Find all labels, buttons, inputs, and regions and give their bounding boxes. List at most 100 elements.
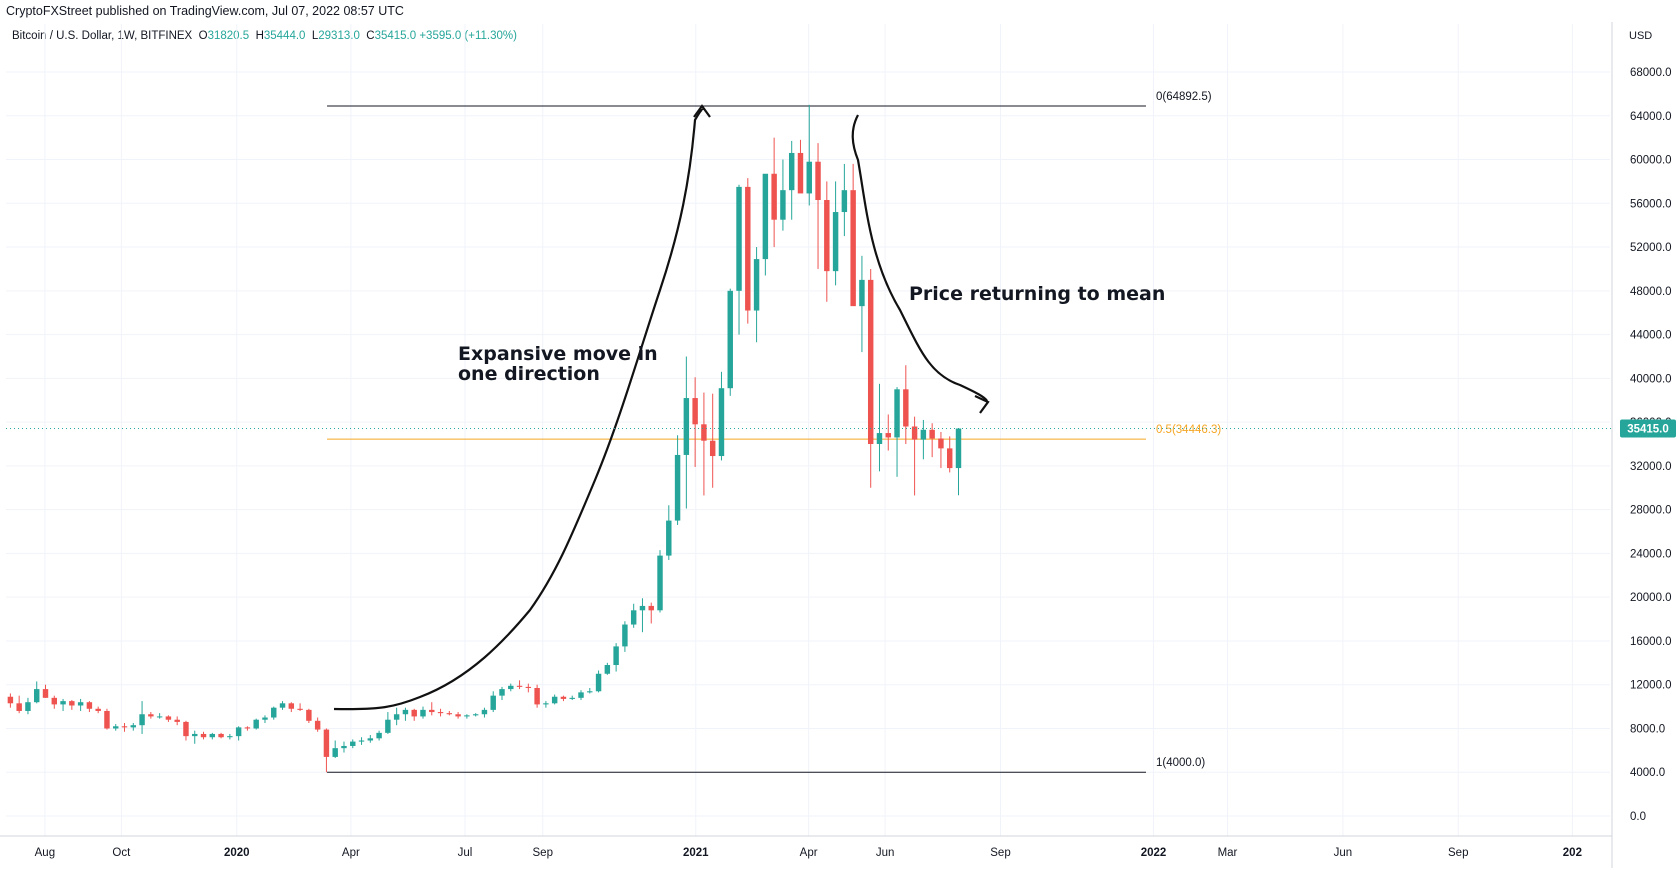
candle-body bbox=[51, 697, 58, 705]
candle-body bbox=[60, 701, 66, 705]
candle-body bbox=[780, 190, 786, 220]
candle-body bbox=[420, 709, 426, 717]
candle bbox=[7, 693, 14, 708]
candle-body bbox=[7, 696, 14, 704]
candle bbox=[156, 713, 163, 719]
candle-body bbox=[402, 709, 409, 715]
candle bbox=[69, 700, 75, 710]
reversion-arrow-head bbox=[974, 395, 990, 414]
candle-body bbox=[683, 398, 690, 455]
y-tick-label: 68000.0 bbox=[1630, 67, 1672, 79]
candle bbox=[227, 733, 233, 740]
candle bbox=[51, 695, 58, 709]
candle-body bbox=[288, 703, 295, 709]
ohlc-high: H35444.0 bbox=[255, 30, 306, 42]
candle bbox=[472, 713, 479, 717]
candle-body bbox=[850, 190, 856, 307]
candle-body bbox=[69, 701, 75, 706]
candle bbox=[674, 435, 681, 525]
candle bbox=[525, 683, 532, 693]
y-tick-label: 0.0 bbox=[1630, 811, 1646, 823]
candle-body bbox=[165, 716, 172, 720]
y-tick-label: 16000.0 bbox=[1630, 636, 1672, 648]
grid-lines bbox=[0, 22, 1613, 868]
candle bbox=[762, 173, 769, 276]
candle-body bbox=[34, 689, 40, 703]
candle bbox=[709, 393, 716, 488]
candle-body bbox=[139, 714, 145, 726]
candle bbox=[437, 708, 444, 717]
y-tick-label: 44000.0 bbox=[1630, 330, 1672, 342]
fibonacci-retracement[interactable]: 0(64892.5) 0.5(34446.3) 1(4000.0) bbox=[327, 91, 1221, 773]
candle-body bbox=[595, 673, 602, 692]
fib-label-0: 0(64892.5) bbox=[1156, 91, 1212, 103]
candle-body bbox=[429, 709, 435, 713]
candle-body bbox=[332, 748, 338, 757]
candle bbox=[859, 255, 865, 353]
candle-body bbox=[771, 173, 777, 220]
candle bbox=[894, 387, 900, 477]
x-tick-label: Jun bbox=[1334, 847, 1353, 859]
candle bbox=[192, 730, 198, 744]
publisher-line: CryptoFXStreet published on TradingView.… bbox=[6, 4, 404, 18]
candle bbox=[60, 698, 66, 711]
candle-body bbox=[753, 259, 760, 311]
expansion-arrow-head bbox=[693, 104, 711, 118]
candle-body bbox=[745, 186, 751, 311]
candle-body bbox=[604, 665, 611, 674]
candle-body bbox=[867, 279, 874, 444]
candle-body bbox=[279, 703, 286, 708]
candle bbox=[683, 356, 690, 509]
candle-body bbox=[692, 398, 698, 425]
candle bbox=[876, 383, 883, 472]
candle bbox=[86, 701, 93, 713]
candle-body bbox=[938, 438, 944, 449]
candle-body bbox=[16, 703, 22, 711]
symbol-title[interactable]: Bitcoin / U.S. Dollar, 1W, BITFINEX bbox=[12, 30, 193, 42]
candle bbox=[34, 681, 40, 704]
candle bbox=[121, 723, 128, 732]
price-axis[interactable]: 0.0 4000.0 8000.0 12000.0 16000.0 20000.0 2400… bbox=[1630, 67, 1672, 823]
y-tick-label: 60000.0 bbox=[1630, 155, 1672, 167]
time-axis[interactable]: Aug Oct 2020 Apr Jul Sep 2021 Apr Jun Sep 2022 Mar J… bbox=[35, 847, 1582, 859]
candles bbox=[7, 104, 962, 773]
candle-body bbox=[666, 520, 672, 556]
candle bbox=[411, 708, 417, 721]
candle bbox=[429, 702, 435, 716]
candle bbox=[701, 392, 707, 496]
candle-body bbox=[174, 719, 180, 722]
candle bbox=[788, 140, 795, 220]
candle bbox=[578, 690, 584, 701]
candle bbox=[938, 431, 944, 469]
candle bbox=[420, 706, 426, 719]
candle bbox=[481, 707, 488, 718]
candle-body bbox=[341, 745, 347, 749]
candle bbox=[815, 143, 821, 269]
candle bbox=[16, 695, 22, 714]
y-tick-label: 28000.0 bbox=[1630, 505, 1672, 517]
candle bbox=[753, 247, 760, 343]
candle bbox=[903, 365, 909, 444]
candle-body bbox=[832, 212, 839, 272]
candle bbox=[174, 716, 180, 726]
x-tick-label: Sep bbox=[533, 847, 553, 859]
candle-body bbox=[367, 738, 374, 741]
candle-body bbox=[946, 448, 953, 469]
x-tick-label: Aug bbox=[35, 847, 55, 859]
candle bbox=[376, 730, 382, 741]
x-tick-label: Apr bbox=[342, 847, 360, 859]
candle bbox=[297, 703, 303, 711]
candle bbox=[25, 697, 31, 715]
candle bbox=[165, 715, 172, 722]
candle-body bbox=[578, 692, 584, 698]
candle bbox=[306, 708, 312, 723]
candle bbox=[806, 104, 812, 206]
candle bbox=[736, 184, 742, 335]
candle-body bbox=[77, 702, 84, 706]
candle bbox=[666, 505, 672, 560]
candle bbox=[288, 702, 295, 713]
candle-body bbox=[148, 714, 154, 717]
candle-body bbox=[762, 173, 769, 260]
candle-body bbox=[385, 719, 391, 733]
